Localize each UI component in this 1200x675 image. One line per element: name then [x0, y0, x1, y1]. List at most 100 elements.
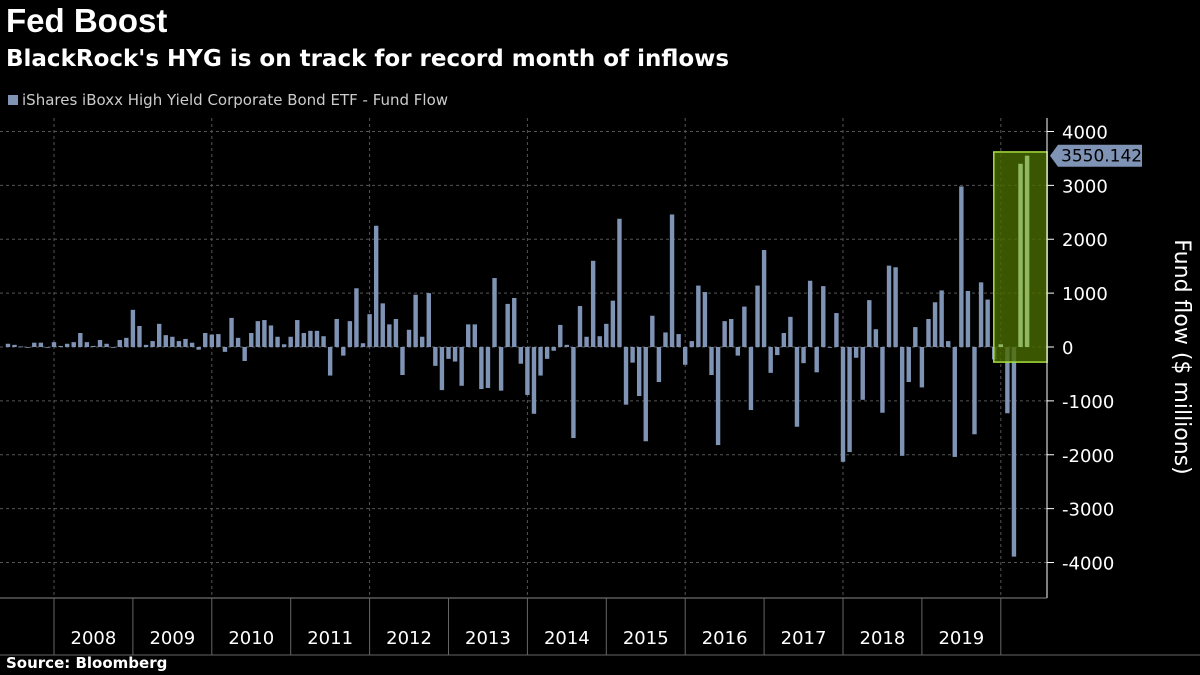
bar [558, 324, 563, 347]
bar [275, 336, 280, 347]
bar [643, 347, 648, 442]
x-tick-label: 2009 [149, 628, 195, 649]
bar [821, 286, 826, 347]
bar [788, 316, 793, 347]
bar [551, 347, 556, 351]
bar [341, 347, 346, 356]
bar [196, 347, 201, 350]
bar [847, 347, 852, 453]
bar [893, 267, 898, 347]
x-tick-label: 2018 [860, 628, 906, 649]
bar [12, 344, 17, 347]
bar [334, 318, 339, 347]
bar [229, 317, 234, 347]
bar [143, 344, 149, 347]
bar [768, 347, 773, 373]
bar [373, 225, 379, 347]
bar [755, 285, 760, 347]
bar [827, 347, 833, 348]
bar [571, 347, 576, 439]
bar [610, 300, 616, 347]
bar [531, 347, 537, 414]
bar [505, 303, 510, 347]
y-tick-label: 0 [1062, 338, 1073, 359]
bar [544, 347, 550, 359]
highlighted-bar [1018, 163, 1023, 347]
y-tick-label: -3000 [1062, 500, 1114, 521]
bar [689, 341, 694, 347]
bar [656, 347, 662, 383]
bar [715, 347, 721, 446]
bar [216, 334, 221, 347]
bar [446, 347, 451, 359]
bar [932, 302, 938, 347]
bar [124, 337, 129, 347]
bar [479, 347, 484, 390]
bar [163, 335, 168, 347]
bar [906, 347, 911, 383]
legend: iShares iBoxx High Yield Corporate Bond … [8, 91, 448, 109]
bar [150, 341, 155, 347]
y-axis-title: Fund flow ($ millions) [1169, 239, 1194, 475]
bar [314, 330, 320, 347]
bar [281, 344, 287, 347]
bar [538, 347, 543, 376]
bar [242, 347, 247, 362]
bar [97, 339, 103, 347]
bar [209, 334, 214, 347]
bar [255, 321, 261, 347]
y-tick-label: -2000 [1062, 446, 1114, 467]
bar [288, 336, 293, 347]
bar [597, 336, 602, 347]
x-tick-label: 2013 [465, 628, 511, 649]
bar [663, 332, 668, 347]
bar [406, 329, 412, 347]
bar [873, 329, 879, 347]
bar [696, 285, 701, 347]
x-tick-label: 2012 [386, 628, 432, 649]
x-tick-label: 2014 [544, 628, 590, 649]
bar [650, 315, 655, 347]
bar [669, 214, 675, 347]
chart-title: Fed Boost [6, 2, 168, 39]
bar [985, 299, 990, 347]
bar [413, 294, 418, 347]
bar [775, 347, 780, 356]
bar [45, 347, 50, 348]
y-tick-label: -4000 [1062, 554, 1114, 575]
bar [978, 282, 984, 347]
bar [130, 309, 136, 347]
bar [972, 347, 977, 435]
bar [959, 186, 964, 347]
bar [262, 320, 267, 347]
bar [400, 347, 405, 376]
bar [913, 327, 918, 347]
bar [452, 347, 458, 362]
bar [886, 265, 892, 347]
bar [295, 320, 300, 347]
y-tick-label: 4000 [1062, 122, 1108, 143]
bar [722, 321, 727, 347]
bar [380, 303, 385, 347]
bar [18, 346, 24, 348]
bar [104, 343, 109, 347]
x-tick-label: 2008 [71, 628, 117, 649]
bar [512, 297, 517, 347]
bar [577, 306, 583, 347]
bar [189, 342, 195, 347]
bar [853, 347, 859, 358]
bar [623, 347, 629, 405]
bar [801, 347, 806, 364]
bar [939, 290, 944, 347]
bar [64, 343, 70, 347]
bar [702, 292, 708, 347]
legend-label: iShares iBoxx High Yield Corporate Bond … [22, 91, 449, 109]
bar [91, 345, 96, 347]
bar [321, 336, 326, 347]
bar [170, 336, 175, 347]
bar [525, 347, 530, 395]
bar [71, 342, 76, 347]
bar [38, 342, 44, 347]
bar [485, 347, 491, 388]
